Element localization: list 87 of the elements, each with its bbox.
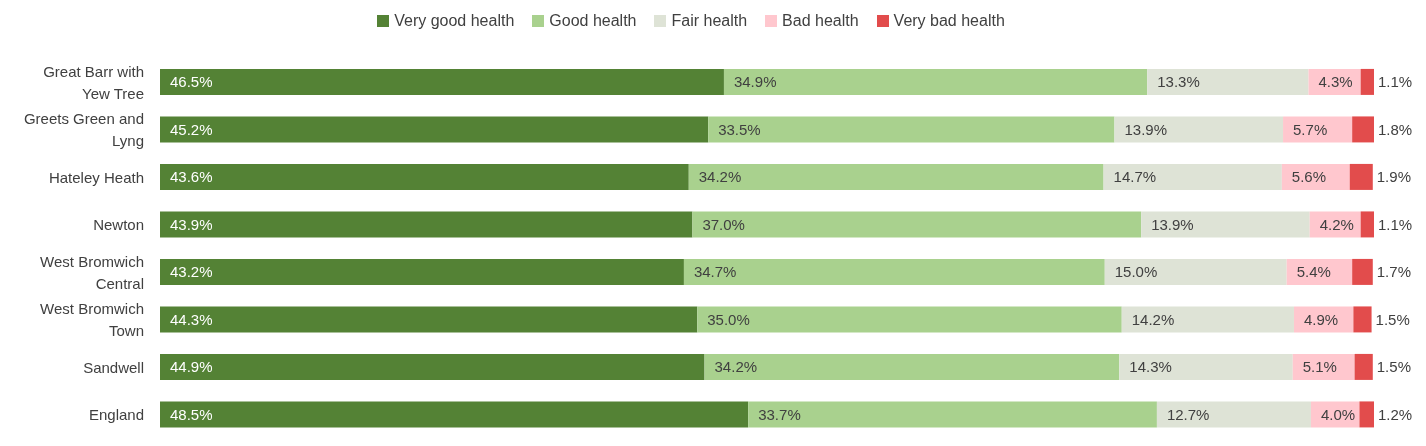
data-label: 33.5% <box>718 120 761 138</box>
data-label: 1.1% <box>1378 215 1413 233</box>
data-label: 1.5% <box>1375 310 1410 328</box>
data-label: 1.7% <box>1376 263 1411 281</box>
data-label: 5.1% <box>1302 358 1337 376</box>
data-label: 43.9% <box>170 215 213 233</box>
bar <box>1283 116 1353 143</box>
bar <box>704 353 1120 380</box>
data-label: 35.0% <box>707 310 750 328</box>
data-label: 14.7% <box>1113 168 1157 186</box>
data-label: 4.2% <box>1319 215 1354 233</box>
bar <box>708 116 1115 143</box>
data-label: 1.5% <box>1376 358 1411 376</box>
bar <box>697 306 1122 333</box>
y-tick-label: Greets Green and Lyng <box>23 109 144 149</box>
data-label: 43.2% <box>170 263 213 281</box>
data-label: 1.2% <box>1378 405 1413 423</box>
data-label: 33.7% <box>758 405 801 423</box>
data-label: 44.9% <box>170 358 213 376</box>
legend-label: Very good health <box>394 12 515 30</box>
bar <box>1349 163 1373 190</box>
data-label: 4.0% <box>1320 405 1356 423</box>
data-label: 4.9% <box>1303 310 1339 328</box>
bar <box>160 68 724 95</box>
y-tick-label: England <box>88 405 144 423</box>
bar <box>1292 353 1355 380</box>
bar <box>160 116 709 143</box>
data-label: 1.9% <box>1376 168 1411 186</box>
data-label: 48.5% <box>170 405 213 423</box>
bar <box>1147 68 1309 95</box>
data-label: 43.6% <box>170 168 213 186</box>
bar <box>1141 211 1310 238</box>
data-label: 5.7% <box>1293 120 1328 138</box>
data-label: 46.5% <box>170 73 213 91</box>
bar <box>1119 353 1293 380</box>
bar <box>692 211 1142 238</box>
bar <box>160 163 689 190</box>
bar <box>1352 258 1373 285</box>
bar <box>1352 116 1374 143</box>
bar <box>1360 211 1374 238</box>
bar <box>1103 163 1282 190</box>
legend-label: Bad health <box>782 12 859 30</box>
bar <box>723 68 1148 95</box>
data-label: 37.0% <box>702 215 745 233</box>
legend-label: Very bad health <box>893 12 1005 30</box>
bar <box>1354 353 1373 380</box>
data-label: 1.1% <box>1378 73 1413 91</box>
data-label: 12.7% <box>1166 405 1210 423</box>
bar <box>160 401 749 428</box>
bar <box>1104 258 1287 285</box>
bar <box>688 163 1104 190</box>
data-label: 34.9% <box>733 73 777 91</box>
data-label: 13.3% <box>1157 73 1200 91</box>
legend-label: Good health <box>549 12 637 30</box>
bar <box>683 258 1105 285</box>
bar <box>160 353 705 380</box>
data-label: 45.2% <box>170 120 213 138</box>
bar <box>748 401 1157 428</box>
bar <box>1353 306 1372 333</box>
data-label: 15.0% <box>1114 263 1158 281</box>
data-label: 14.2% <box>1131 310 1175 328</box>
bar <box>160 258 684 285</box>
legend-label: Fair health <box>671 12 748 30</box>
data-label: 5.4% <box>1296 263 1331 281</box>
bar <box>1156 401 1311 428</box>
data-label: 34.2% <box>714 358 758 376</box>
data-label: 44.3% <box>170 310 213 328</box>
data-label: 13.9% <box>1124 120 1168 138</box>
bar <box>1359 401 1374 428</box>
data-label: 4.3% <box>1318 73 1353 91</box>
bar <box>1121 306 1294 333</box>
y-tick-label: Great Barr with Yew Tree <box>43 62 144 102</box>
y-tick-label: Sandwell <box>83 358 144 376</box>
y-tick-label: West Bromwich Central <box>40 252 144 292</box>
data-label: 14.3% <box>1129 358 1172 376</box>
bar <box>160 306 698 333</box>
bar <box>160 211 693 238</box>
y-tick-label: West Bromwich Town <box>40 299 144 339</box>
bar <box>1114 116 1284 143</box>
data-label: 34.2% <box>698 168 742 186</box>
y-tick-label: Hateley Heath <box>48 168 144 186</box>
data-label: 13.9% <box>1151 215 1194 233</box>
data-label: 34.7% <box>693 263 737 281</box>
bar <box>1360 68 1374 95</box>
y-tick-label: Newton <box>93 215 144 233</box>
data-label: 5.6% <box>1291 168 1327 186</box>
data-label: 1.8% <box>1378 120 1413 138</box>
